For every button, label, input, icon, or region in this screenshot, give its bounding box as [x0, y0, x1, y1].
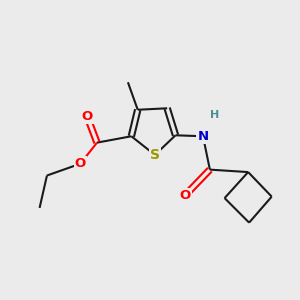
Text: O: O	[180, 189, 191, 202]
Text: N: N	[197, 130, 208, 143]
Text: O: O	[82, 110, 93, 123]
Text: S: S	[150, 148, 160, 162]
Text: O: O	[75, 157, 86, 170]
Text: H: H	[210, 110, 219, 120]
